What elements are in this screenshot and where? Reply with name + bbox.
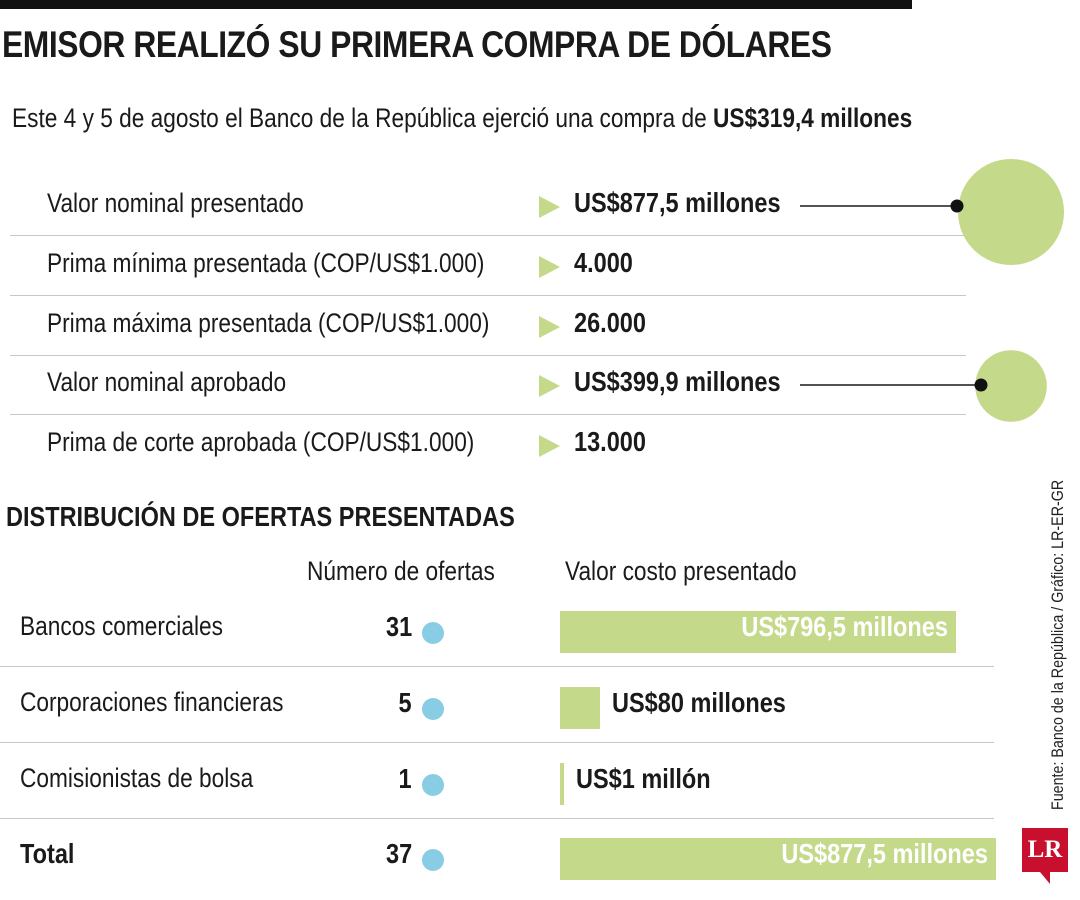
triangle-icon xyxy=(539,316,560,338)
summary-row: Prima de corte aprobada (COP/US$1.000) 1… xyxy=(10,415,966,474)
offers-count: 31 xyxy=(385,611,412,642)
subtitle-highlight: US$319,4 millones xyxy=(713,103,913,133)
cost-bar xyxy=(560,763,564,805)
column-header-offers: Número de ofertas xyxy=(307,556,495,586)
page-title: EMISOR REALIZÓ SU PRIMERA COMPRA DE DÓLA… xyxy=(2,24,832,65)
summary-label: Prima máxima presentada (COP/US$1.000) xyxy=(47,308,490,338)
bubble-leader-dot xyxy=(950,199,964,213)
subtitle-text: Este 4 y 5 de agosto el Banco de la Repú… xyxy=(12,103,714,133)
column-header-cost: Valor costo presentado xyxy=(565,556,797,586)
summary-label: Valor nominal presentado xyxy=(47,188,304,218)
lr-logo-tail xyxy=(1040,872,1050,884)
table-row: Bancos comerciales 31 US$796,5 millones xyxy=(0,591,994,667)
row-label: Bancos comerciales xyxy=(20,611,223,641)
offers-count: 1 xyxy=(398,763,412,794)
summary-value: 13.000 xyxy=(574,426,646,457)
summary-value: 26.000 xyxy=(574,307,646,338)
summary-value: US$877,5 millones xyxy=(574,187,781,218)
summary-value: 4.000 xyxy=(574,247,633,278)
bar-value-label: US$1 millón xyxy=(576,763,711,794)
lr-logo: LR xyxy=(1022,828,1068,872)
bubble-nominal-aprobado xyxy=(975,350,1047,422)
section-title: DISTRIBUCIÓN DE OFERTAS PRESENTADAS xyxy=(6,501,515,532)
dot-icon xyxy=(422,698,444,720)
bubble-leader-dot xyxy=(974,378,988,392)
triangle-icon xyxy=(539,375,560,397)
top-rule xyxy=(0,0,912,9)
summary-label: Valor nominal aprobado xyxy=(47,367,287,397)
table-row: Corporaciones financieras 5 US$80 millon… xyxy=(0,667,994,743)
cost-bar xyxy=(560,611,956,653)
source-note: Fuente: Banco de la República / Gráfico:… xyxy=(1048,479,1067,810)
bubble-nominal-presentado xyxy=(958,159,1064,265)
summary-row: Prima mínima presentada (COP/US$1.000) 4… xyxy=(10,236,966,296)
dot-icon xyxy=(422,849,444,871)
row-label: Total xyxy=(20,838,75,869)
triangle-icon xyxy=(539,435,560,457)
dot-icon xyxy=(422,774,444,796)
table-row: Comisionistas de bolsa 1 US$1 millón xyxy=(0,743,994,819)
summary-row: Prima máxima presentada (COP/US$1.000) 2… xyxy=(10,296,966,356)
offers-count: 5 xyxy=(398,687,412,718)
row-label: Corporaciones financieras xyxy=(20,687,284,717)
dot-icon xyxy=(422,622,444,644)
cost-bar xyxy=(560,687,600,729)
bar-value-label: US$877,5 millones xyxy=(781,838,988,869)
summary-row: Valor nominal presentado US$877,5 millon… xyxy=(10,176,966,236)
cost-bar xyxy=(560,838,996,880)
summary-label: Prima de corte aprobada (COP/US$1.000) xyxy=(47,427,475,457)
triangle-icon xyxy=(539,196,560,218)
triangle-icon xyxy=(539,256,560,278)
offers-count: 37 xyxy=(385,838,412,869)
subtitle: Este 4 y 5 de agosto el Banco de la Repú… xyxy=(12,103,912,134)
bubble-chart xyxy=(800,159,1064,422)
bar-value-label: US$80 millones xyxy=(611,687,786,718)
bar-value-label: US$796,5 millones xyxy=(741,611,948,642)
table-row-total: Total 37 US$877,5 millones xyxy=(0,818,996,893)
summary-label: Prima mínima presentada (COP/US$1.000) xyxy=(47,248,485,278)
row-label: Comisionistas de bolsa xyxy=(20,763,254,793)
summary-row: Valor nominal aprobado US$399,9 millones xyxy=(10,355,966,415)
summary-value: US$399,9 millones xyxy=(574,366,781,397)
